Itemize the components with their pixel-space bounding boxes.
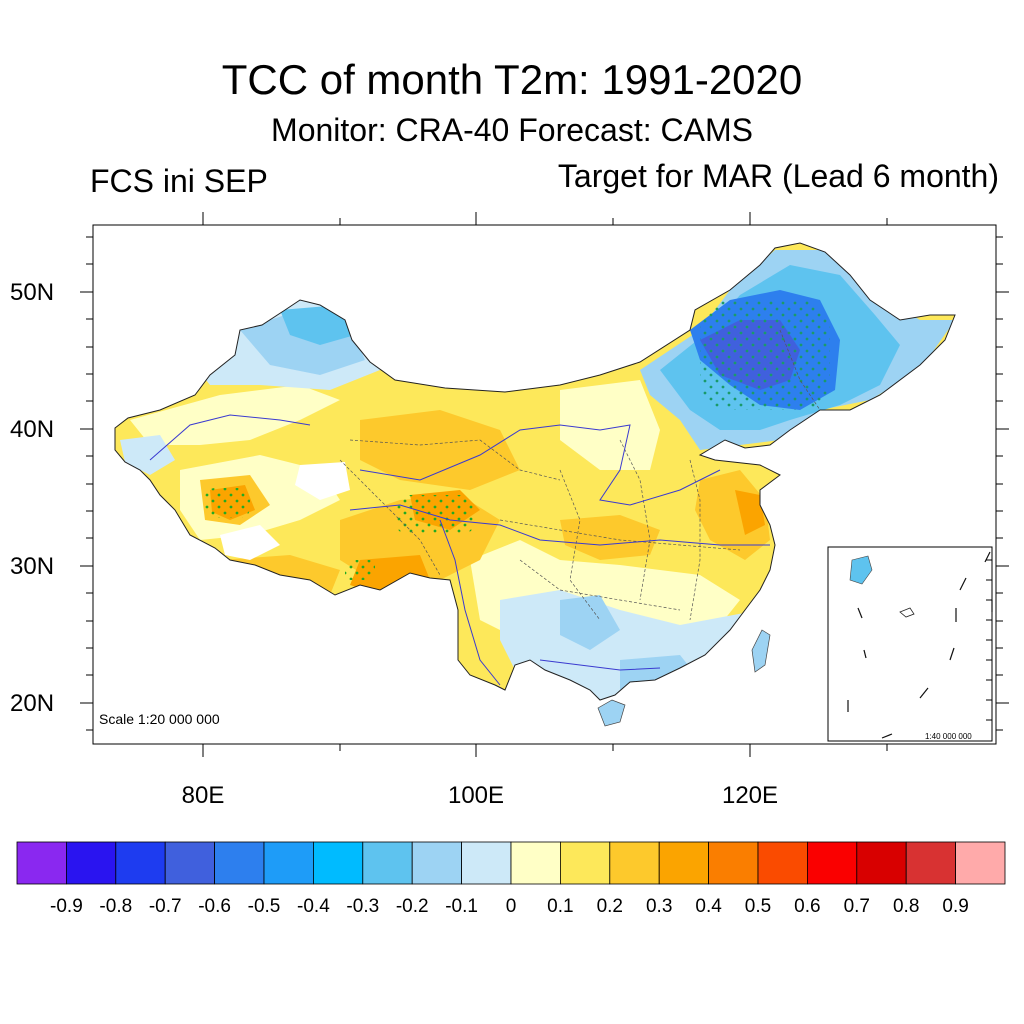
map-title: TCC of month T2m: 1991-2020 [221, 56, 803, 103]
colorbar-swatch [609, 841, 660, 885]
colorbar-swatch [312, 841, 364, 885]
colorbar-tick-label: -0.1 [445, 896, 478, 917]
colorbar-tick-label: 0.5 [744, 896, 772, 917]
colorbar-tick-label: 0.8 [892, 896, 920, 917]
colorbar-swatch [164, 841, 215, 885]
lon-label-120e: 120E [721, 782, 779, 809]
colorbar-swatch [658, 841, 710, 885]
colorbar-tick-label: -0.6 [198, 896, 231, 917]
lon-ticks [202, 212, 888, 757]
lat-label-50n: 50N [10, 279, 55, 306]
colorbar-tick-label: 0.1 [547, 896, 574, 917]
scale-label: Scale 1:20 000 000 [99, 711, 220, 727]
init-month-label: FCS ini SEP [90, 163, 268, 199]
south-china-sea-inset [827, 546, 993, 742]
inset-scale-label: 1:40 000 000 [925, 732, 972, 741]
colorbar-tick-label: 0.3 [645, 896, 673, 917]
colorbar-swatch [461, 841, 512, 885]
lat-ticks [80, 291, 1009, 704]
lat-label-40n: 40N [10, 416, 55, 443]
lat-label-20n: 20N [10, 690, 55, 717]
colorbar-swatch [214, 841, 265, 885]
lon-label-80e: 80E [181, 782, 225, 809]
colorbar-swatch [905, 841, 957, 885]
colorbar-swatch [115, 841, 166, 885]
map-subtitle: Monitor: CRA-40 Forecast: CAMS [271, 112, 753, 148]
colorbar-tick-label: -0.5 [247, 896, 281, 917]
colorbar-swatch [411, 841, 463, 885]
colorbar-tick-label: 0.6 [794, 896, 821, 917]
target-month-label: Target for MAR (Lead 6 month) [557, 158, 999, 194]
taiwan-island [751, 629, 771, 673]
rivers [149, 414, 770, 686]
colorbar-swatch [362, 841, 413, 885]
colorbar-swatch [856, 841, 907, 885]
colorbar-swatch [66, 841, 117, 885]
colorbar-tick-label: 0.2 [596, 896, 623, 917]
colorbar-tick-label: 0.7 [843, 896, 870, 917]
colorbar-tick-label: -0.2 [395, 896, 429, 917]
province-borders [339, 329, 821, 621]
colorbar-swatch [263, 841, 314, 885]
colorbar-swatch [510, 841, 561, 885]
minor-lat-ticks [86, 236, 1003, 731]
lat-label-30n: 30N [10, 553, 55, 580]
colorbar-swatch [708, 841, 759, 885]
hainan-island [597, 699, 626, 727]
colorbar [16, 841, 1006, 885]
colorbar-swatch [807, 841, 858, 885]
colorbar-swatch [560, 841, 611, 885]
colorbar-swatch [757, 841, 808, 885]
colorbar-swatch [955, 841, 1006, 885]
colorbar-tick-label: -0.3 [346, 896, 380, 917]
colorbar-tick-label: -0.9 [50, 896, 83, 917]
colorbar-tick-label: -0.8 [99, 896, 133, 917]
colorbar-tick-label: -0.4 [297, 896, 330, 917]
colorbar-tick-label: 0.4 [695, 896, 722, 917]
colorbar-swatch [16, 841, 67, 885]
colorbar-tick-label: 0.9 [942, 896, 969, 917]
lon-label-100e: 100E [447, 782, 505, 809]
china-border [114, 242, 956, 701]
colorbar-tick-label: 0 [505, 896, 517, 917]
colorbar-tick-label: -0.7 [148, 896, 182, 917]
